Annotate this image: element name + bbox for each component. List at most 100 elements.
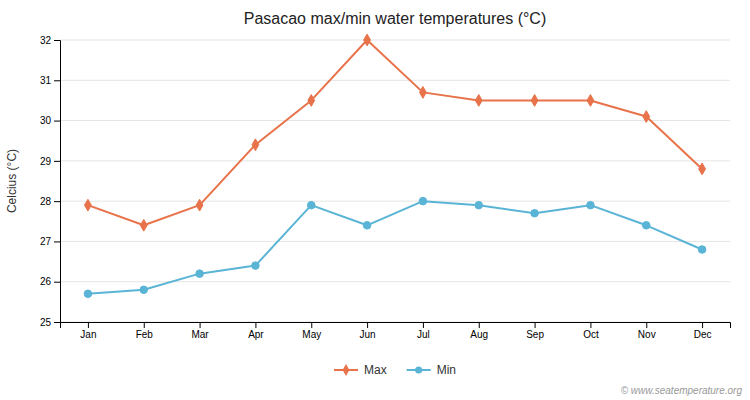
line [88, 40, 702, 225]
marker [699, 163, 706, 175]
grid-line [60, 281, 730, 282]
tick-mark [367, 322, 368, 328]
marker [643, 111, 650, 123]
tick: Nov [638, 322, 656, 340]
tick: Jul [417, 322, 430, 340]
tick-mark [54, 40, 60, 41]
tick-mark [311, 322, 312, 328]
legend: Max Min [334, 363, 456, 377]
tick-mark [200, 322, 201, 328]
marker [587, 95, 594, 107]
series-group [84, 34, 706, 297]
legend-marker [415, 366, 422, 373]
legend-item: Max [334, 363, 387, 377]
legend-label: Min [437, 363, 456, 377]
tick-mark [535, 322, 536, 328]
plot: 25 26 27 28 29 30 31 32 Jan Feb Mar Apr May Jun Jul Aug… [40, 34, 731, 340]
tick: Sep [526, 322, 544, 340]
marker [420, 86, 427, 98]
tick-mark [54, 282, 60, 283]
tick: 32 [40, 35, 60, 46]
tick-mark [255, 322, 256, 328]
axis-line [54, 41, 61, 323]
tick: Apr [248, 322, 264, 340]
tick-label: 30 [40, 115, 52, 126]
tick-label: 27 [40, 236, 52, 247]
marker [475, 95, 482, 107]
tick: 31 [40, 75, 60, 86]
legend-item: Min [407, 363, 456, 377]
grid-line [60, 120, 730, 121]
tick-label: Jul [417, 329, 430, 340]
y-axis: 25 26 27 28 29 30 31 32 [40, 35, 61, 328]
tick: Jun [360, 322, 376, 340]
tick-label: 31 [40, 75, 52, 86]
marker [252, 139, 259, 151]
marker [587, 201, 595, 209]
tick-label: Sep [526, 329, 544, 340]
marker [307, 201, 315, 209]
tick: 28 [40, 196, 60, 207]
tick: Dec [694, 322, 712, 340]
grid-line [60, 40, 730, 41]
tick-label: 28 [40, 196, 52, 207]
tick-mark [423, 322, 424, 328]
marker [84, 290, 92, 298]
annotation: © www.seatemperature.org [621, 385, 743, 396]
marker [363, 222, 371, 230]
tick-mark [479, 322, 480, 328]
marker [698, 246, 706, 254]
tick-mark [54, 121, 60, 122]
tick-label: 25 [40, 317, 52, 328]
tick: Jan [80, 322, 96, 340]
axis-line [61, 323, 731, 329]
tick-mark [646, 322, 647, 328]
tick: 30 [40, 115, 60, 126]
tick-label: Aug [470, 329, 488, 340]
tick-label: Dec [694, 329, 712, 340]
tick: 25 [40, 317, 60, 328]
tick-mark [54, 201, 60, 202]
marker [475, 201, 483, 209]
marker [196, 199, 203, 211]
tick-mark [54, 241, 60, 242]
series [84, 197, 706, 297]
line [88, 201, 702, 294]
grid-line [60, 160, 730, 161]
tick: Aug [470, 322, 488, 340]
tick: 29 [40, 156, 60, 167]
tick-mark [702, 322, 703, 328]
tick: 27 [40, 236, 60, 247]
marker [531, 209, 539, 217]
chart: Pasacao max/min water temperatures (°C) 2… [0, 0, 750, 400]
tick-mark [144, 322, 145, 328]
tick: Oct [583, 322, 599, 340]
tick-mark [54, 322, 60, 323]
marker [419, 197, 427, 205]
tick-label: Jan [80, 329, 96, 340]
marker [364, 34, 371, 46]
series [85, 34, 706, 231]
tick-label: May [302, 329, 321, 340]
grid-line [60, 80, 730, 81]
tick-label: Feb [136, 329, 154, 340]
tick-mark [54, 80, 60, 81]
title: Pasacao max/min water temperatures (°C) [244, 10, 547, 27]
tick: 26 [40, 276, 60, 287]
grid [60, 40, 730, 322]
y-axis-title: Celcius (°C) [5, 149, 19, 213]
tick-label: 32 [40, 35, 52, 46]
tick-mark [590, 322, 591, 328]
x-axis: Jan Feb Mar Apr May Jun Jul Aug Sep Oct Nov Dec [61, 322, 731, 340]
marker [140, 219, 147, 231]
tick-label: Apr [248, 329, 264, 340]
tick-label: Nov [638, 329, 656, 340]
tick-mark [54, 161, 60, 162]
tick-mark [88, 322, 89, 328]
tick-label: 29 [40, 156, 52, 167]
marker [642, 222, 650, 230]
tick-label: 26 [40, 276, 52, 287]
marker [308, 95, 315, 107]
tick: Mar [191, 322, 209, 340]
marker [196, 270, 204, 278]
